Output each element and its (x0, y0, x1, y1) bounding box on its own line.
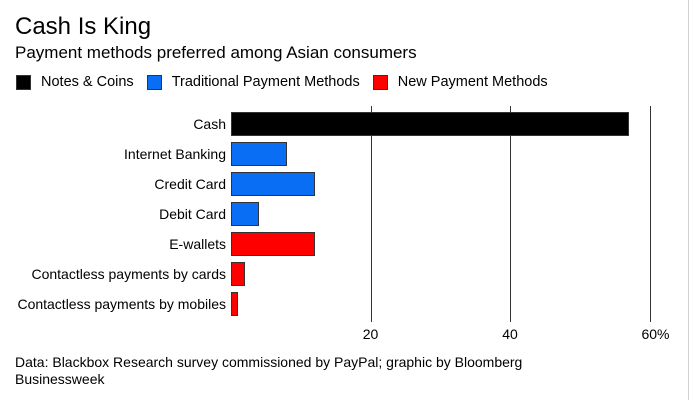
bar (231, 232, 315, 256)
bar (231, 292, 238, 316)
category-label: E-wallets (169, 236, 226, 252)
legend-swatch (372, 74, 388, 90)
legend-label: Traditional Payment Methods (171, 74, 360, 90)
category-label: Contactless payments by mobiles (17, 296, 226, 312)
legend-swatch (146, 74, 162, 90)
category-label: Internet Banking (124, 146, 226, 162)
gridline (370, 106, 372, 322)
bar (231, 142, 287, 166)
bar (231, 112, 629, 136)
chart-title: Cash Is King (15, 13, 152, 40)
category-label: Contactless payments by cards (31, 266, 226, 282)
x-tick-label: 60% (641, 326, 670, 342)
chart-subtitle: Payment methods preferred among Asian co… (15, 43, 417, 62)
legend-label: Notes & Coins (41, 74, 134, 90)
legend-item: Traditional Payment Methods (146, 74, 360, 90)
category-label: Cash (193, 116, 226, 132)
x-tick-label: 40 (502, 326, 518, 342)
legend-swatch (16, 74, 31, 90)
legend-label: New Payment Methods (397, 74, 548, 90)
legend: Notes & Coins Traditional Payment Methods… (16, 74, 561, 90)
bar (231, 202, 259, 226)
source-note: Data: Blackbox Research survey commissio… (15, 354, 523, 387)
bar (231, 172, 315, 196)
category-label: Debit Card (159, 206, 226, 222)
legend-item: New Payment Methods (372, 74, 548, 90)
x-tick-label: 20 (362, 326, 379, 342)
gridline (510, 106, 511, 322)
bar (231, 262, 245, 286)
legend-item: Notes & Coins (16, 74, 134, 90)
gridline (649, 106, 651, 322)
category-label: Credit Card (154, 176, 226, 192)
